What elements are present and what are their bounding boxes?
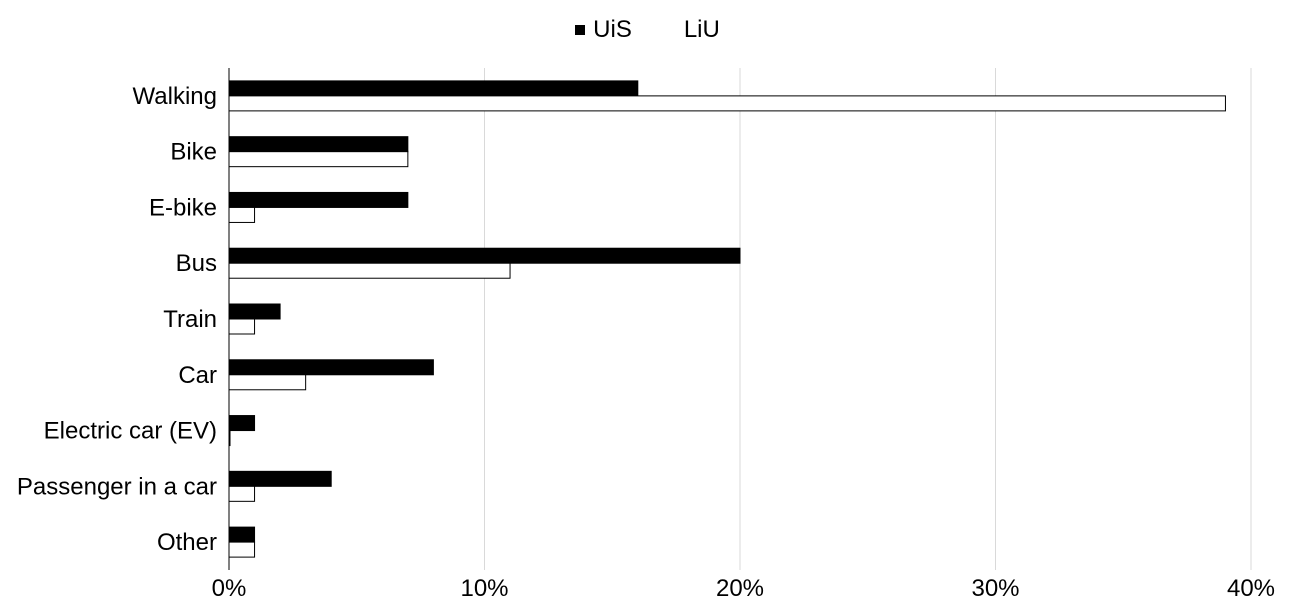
bar-liu — [228, 541, 256, 558]
legend-item-uis: UiS — [575, 16, 632, 44]
y-category-label: Bus — [176, 250, 217, 277]
y-category-label: Passenger in a car — [17, 473, 217, 500]
bar-liu — [228, 206, 256, 223]
legend-swatch-uis — [575, 25, 586, 35]
bar-uis — [228, 359, 434, 376]
bar-uis — [228, 526, 256, 543]
bar-liu — [228, 485, 256, 502]
legend-label-uis: UiS — [593, 16, 632, 43]
bar-uis — [228, 136, 409, 153]
y-category-label: Train — [163, 306, 217, 333]
bar-uis — [228, 191, 409, 208]
x-tick-label: 0% — [212, 575, 247, 602]
x-tick-label: 10% — [460, 575, 508, 602]
y-category-label: Car — [178, 362, 217, 389]
y-category-label: E-bike — [149, 194, 217, 221]
bar-uis — [228, 247, 741, 264]
bar-liu — [228, 262, 511, 279]
y-category-label: Other — [157, 529, 217, 556]
bar-uis — [228, 415, 256, 432]
bar-uis — [228, 80, 639, 97]
bar-uis — [228, 303, 281, 320]
y-category-label: Walking — [133, 83, 217, 110]
legend: UiS LiU — [0, 12, 1295, 48]
y-category-label: Bike — [170, 139, 217, 166]
legend-label-liu: LiU — [683, 16, 720, 43]
legend-item-liu: LiU — [665, 16, 720, 44]
bar-liu — [228, 95, 1226, 112]
x-tick-label: 30% — [971, 575, 1019, 602]
y-category-label: Electric car (EV) — [44, 418, 217, 445]
bar-liu — [228, 151, 409, 168]
legend-swatch-liu — [665, 25, 676, 35]
bar-liu — [228, 374, 307, 391]
bar-liu — [228, 318, 256, 335]
bar-uis — [228, 470, 332, 487]
x-tick-label: 20% — [716, 575, 764, 602]
bar-liu — [228, 430, 231, 447]
x-tick-label: 40% — [1227, 575, 1275, 602]
